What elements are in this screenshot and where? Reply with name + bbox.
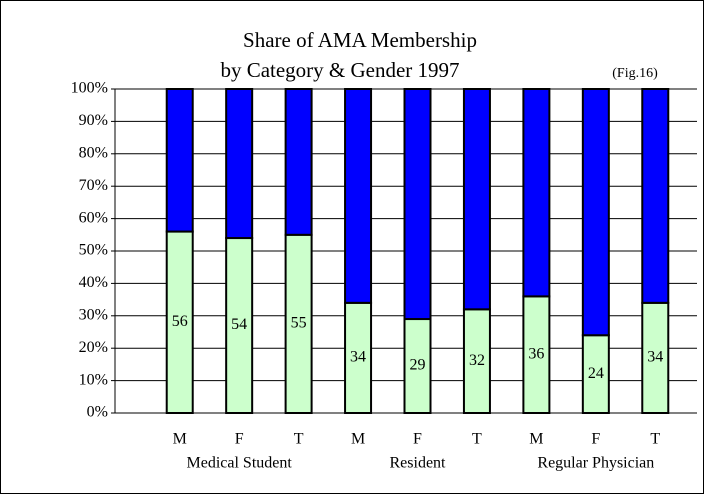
group-label: Regular Physician xyxy=(537,455,654,472)
bar-segment xyxy=(344,88,373,304)
x-tick-label: M xyxy=(173,431,187,448)
x-tick-label: F xyxy=(413,431,422,448)
data-label: 54 xyxy=(231,316,247,333)
x-tick-label: F xyxy=(235,431,244,448)
x-tick-label: F xyxy=(591,431,600,448)
data-label: 32 xyxy=(469,352,485,369)
group-label: Medical Student xyxy=(187,455,293,472)
x-tick-label: M xyxy=(529,431,543,448)
bar-segment xyxy=(165,88,194,233)
bar-segment xyxy=(522,88,551,298)
y-tick-label: 80% xyxy=(79,144,108,161)
bar-segment xyxy=(462,88,491,311)
data-label: 34 xyxy=(350,349,366,366)
bar-segment xyxy=(462,308,491,415)
bar-segment xyxy=(403,88,432,321)
group-label: Resident xyxy=(390,455,447,472)
data-label: 34 xyxy=(647,349,663,366)
data-label: 24 xyxy=(588,365,604,382)
y-tick-label: 70% xyxy=(79,177,108,194)
x-tick-label: T xyxy=(650,431,660,448)
bar-segment xyxy=(225,88,254,240)
y-tick-label: 20% xyxy=(79,339,108,356)
y-tick-label: 100% xyxy=(71,80,108,97)
bar-segment xyxy=(641,301,670,414)
chart-title: Share of AMA Membership xyxy=(243,28,477,52)
y-tick-label: 10% xyxy=(79,371,108,388)
y-tick-label: 30% xyxy=(79,306,108,323)
bar-segment xyxy=(581,334,610,414)
y-tick-label: 0% xyxy=(87,404,108,421)
y-tick-label: 50% xyxy=(79,242,108,259)
chart-title: by Category & Gender 1997 xyxy=(220,58,459,82)
data-label: 36 xyxy=(528,345,544,362)
bar-segment xyxy=(165,230,194,414)
x-tick-label: M xyxy=(351,431,365,448)
y-tick-label: 90% xyxy=(79,112,108,129)
x-tick-label: T xyxy=(294,431,304,448)
bar-segment xyxy=(344,301,373,414)
y-tick-label: 60% xyxy=(79,209,108,226)
y-tick-label: 40% xyxy=(79,274,108,291)
bar-segment xyxy=(284,88,313,236)
x-tick-label: T xyxy=(472,431,482,448)
bar-segment xyxy=(522,295,551,414)
data-label: 56 xyxy=(172,313,188,330)
data-label: 55 xyxy=(291,315,307,332)
bar-segment xyxy=(284,233,313,414)
bar-segment xyxy=(403,318,432,415)
annotation: (Fig.16) xyxy=(612,66,658,81)
bar-segment xyxy=(225,237,254,414)
data-label: 29 xyxy=(410,357,426,374)
bar-segment xyxy=(581,88,610,337)
bar-segment xyxy=(641,88,670,304)
